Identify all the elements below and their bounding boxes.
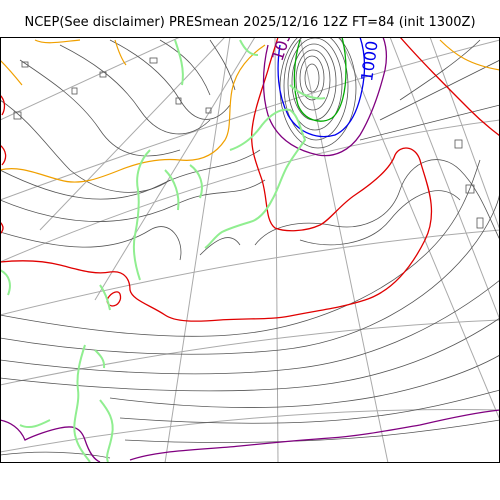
map-title: NCEP(See disclaimer) PRESmean 2025/12/16… xyxy=(24,15,476,30)
isobar xyxy=(59,44,211,135)
purple-isobar xyxy=(262,37,388,157)
low-center-isobar xyxy=(299,55,325,101)
orange-contours xyxy=(0,39,500,183)
isobar xyxy=(359,104,500,141)
longitude-line xyxy=(339,37,500,421)
latitude-line xyxy=(0,229,500,316)
coastline xyxy=(99,284,111,311)
terrain-speck xyxy=(465,184,475,194)
red-isobar xyxy=(0,144,7,166)
latitude-line xyxy=(0,119,500,263)
purple-isobar xyxy=(129,409,500,461)
green-isobars xyxy=(293,37,347,122)
isobar xyxy=(0,317,500,392)
orange-contour xyxy=(0,44,266,183)
orange-contour xyxy=(0,59,23,86)
orange-contour xyxy=(439,39,500,71)
coastline xyxy=(19,419,51,429)
purple-isobar xyxy=(0,419,101,463)
latitude-line xyxy=(0,409,500,453)
coastline xyxy=(132,149,151,281)
orange-contour xyxy=(114,39,127,66)
isobar xyxy=(19,59,181,157)
terrain-speck xyxy=(99,71,107,78)
red-isobar xyxy=(0,37,433,322)
longitude-line xyxy=(164,37,231,463)
low-center-isobar xyxy=(291,43,337,121)
isobar xyxy=(379,59,500,121)
terrain-speck xyxy=(71,87,78,95)
terrain-speck xyxy=(13,111,22,120)
coastline xyxy=(73,344,91,463)
coastline xyxy=(174,39,184,86)
isobar xyxy=(209,39,236,91)
isobar xyxy=(254,159,500,246)
terrain-speck xyxy=(175,97,182,105)
coastline xyxy=(239,39,259,56)
contour-label-1032: 1032 xyxy=(268,19,299,64)
longitude-line xyxy=(299,37,389,463)
purple-isobars xyxy=(0,37,500,463)
isobar xyxy=(109,354,500,408)
isobar xyxy=(0,149,261,200)
red-isobar xyxy=(399,37,500,137)
coastline xyxy=(189,164,203,199)
terrain-speck xyxy=(454,139,463,149)
isobar xyxy=(109,39,231,120)
longitude-line xyxy=(39,37,226,231)
red-isobar xyxy=(0,94,6,116)
contour-label-1000: 1000 xyxy=(357,40,381,83)
longitude-line xyxy=(0,37,181,121)
coastline xyxy=(164,169,180,211)
isobar xyxy=(0,159,481,337)
low-center-isobar xyxy=(283,37,349,141)
coastline xyxy=(0,269,11,296)
coastline xyxy=(94,349,106,369)
terrain-speck xyxy=(21,61,29,68)
terrain-speck xyxy=(149,57,158,64)
latitude-line xyxy=(0,39,500,201)
longitude-line xyxy=(429,37,500,231)
green-isobar xyxy=(293,37,347,122)
orange-contour xyxy=(34,39,81,44)
isobar xyxy=(0,99,171,193)
isobar xyxy=(0,189,500,355)
blue-isobar xyxy=(277,37,366,138)
blue-isobars xyxy=(277,37,366,138)
longitude-line xyxy=(389,37,500,321)
isobar xyxy=(0,226,182,261)
coastline xyxy=(289,84,326,100)
coastlines xyxy=(0,39,326,463)
isobar xyxy=(0,451,111,459)
isobar xyxy=(119,389,500,424)
terrain-speck xyxy=(205,107,212,114)
longitude-line xyxy=(274,37,279,463)
isobars-thin xyxy=(0,37,500,459)
coastline xyxy=(204,108,307,249)
low-center-isobar xyxy=(295,49,331,111)
red-isobars xyxy=(0,37,500,322)
isobar xyxy=(299,190,461,246)
isobar xyxy=(0,179,266,222)
terrain-speck xyxy=(476,217,484,229)
isobar xyxy=(0,279,500,375)
coastline xyxy=(99,399,114,463)
isobar xyxy=(124,419,500,443)
isobar xyxy=(399,39,481,101)
low-center-isobar xyxy=(304,63,320,93)
longitude-line xyxy=(94,37,256,301)
isobar xyxy=(159,39,211,96)
isobar xyxy=(199,237,241,256)
